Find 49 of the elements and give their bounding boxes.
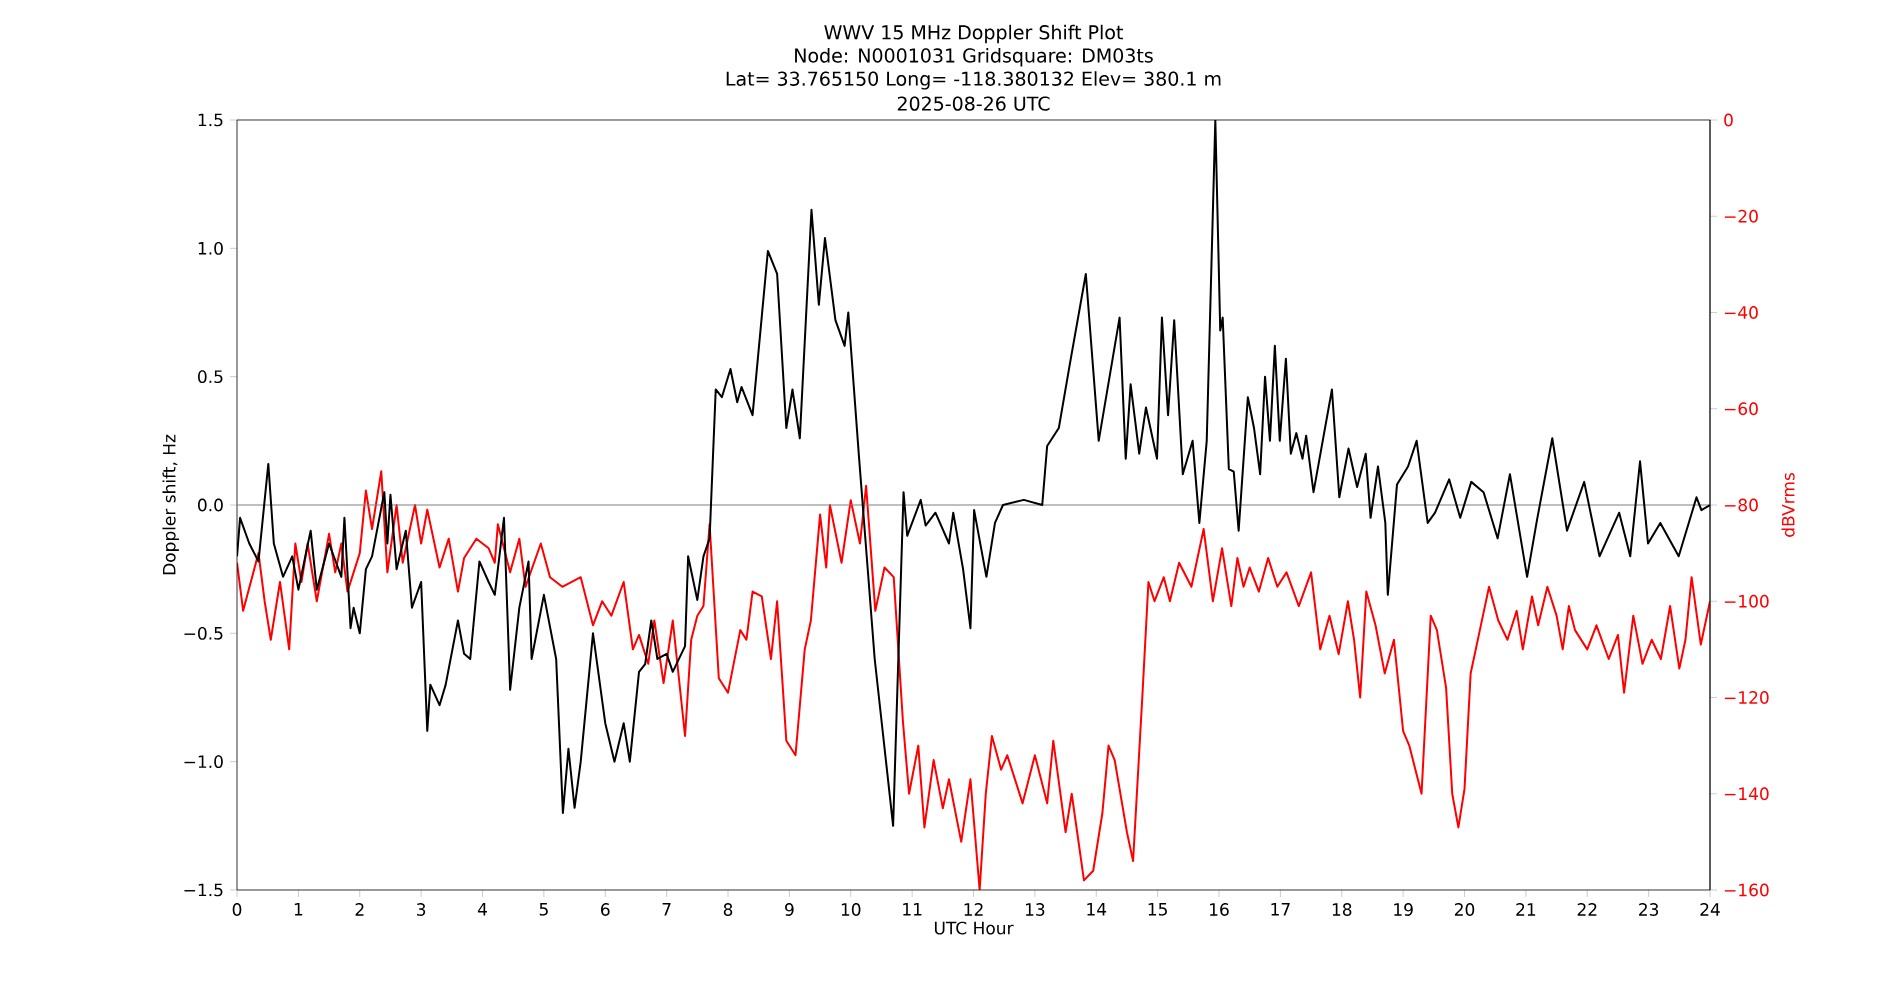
y-tick-label: 0.0: [198, 498, 223, 512]
x-tick-label: 6: [601, 903, 610, 916]
x-tick-label: 17: [1271, 903, 1290, 916]
y-tick-label: 1.0: [198, 241, 223, 255]
x-tick-label: 4: [477, 903, 487, 916]
x-tick-label: 16: [1210, 903, 1229, 916]
y-tick-label: 1.5: [198, 113, 223, 127]
x-tick-label: 12: [964, 903, 983, 916]
x-tick-label: 13: [1025, 903, 1045, 916]
x-tick-label: 5: [539, 903, 548, 916]
x-tick-label: 24: [1700, 903, 1720, 916]
y2-tick-label: −120: [1724, 691, 1769, 704]
x-tick-label: 3: [417, 903, 426, 916]
y-axis-title: Doppler shift, Hz: [162, 434, 179, 575]
x-tick-label: 2: [355, 903, 364, 916]
x-tick-label: 10: [841, 903, 861, 916]
y2-tick-label: −160: [1724, 883, 1769, 897]
y2-tick-label: −20: [1724, 209, 1758, 223]
x-tick-label: 8: [723, 903, 733, 916]
y2-tick-label: −40: [1724, 306, 1758, 319]
x-tick-label: 14: [1087, 903, 1107, 916]
x-tick-label: 19: [1394, 903, 1413, 916]
y2-tick-label: −60: [1724, 402, 1758, 416]
x-tick-label: 15: [1148, 903, 1167, 916]
x-tick-label: 20: [1454, 903, 1475, 916]
y2-axis-title: dBVrms: [1781, 472, 1795, 537]
x-tick-label: 18: [1332, 903, 1352, 916]
y-tick-label: 0.5: [198, 370, 223, 384]
x-tick-label: 1: [294, 903, 303, 916]
y-tick-label: −1.5: [184, 883, 223, 897]
x-tick-label: 11: [903, 903, 922, 916]
y2-tick-label: −80: [1724, 498, 1758, 512]
y-tick-label: −0.5: [184, 626, 223, 640]
chart-title: WWV 15 MHz Doppler Shift Plot: [824, 24, 1123, 44]
text: Lat= 33.765150 Long= -118.380132 Elev= 380.1 m: [726, 71, 1221, 90]
x-tick-label: 0: [232, 903, 242, 916]
x-tick-label: 9: [785, 903, 794, 916]
x-axis-title: UTC Hour: [934, 921, 1014, 935]
y2-tick-label: 0: [1724, 113, 1733, 127]
line-series: [237, 470, 1711, 890]
text: 2025-08-26 UTC: [897, 96, 1050, 111]
y2-tick-label: −100: [1724, 594, 1769, 608]
x-tick-label: 7: [662, 903, 671, 916]
chart-subtitle: Node: N0001031 Gridsquare: DM03ts: [795, 48, 1153, 67]
x-tick-label: 22: [1577, 903, 1597, 916]
x-tick-label: 21: [1516, 903, 1536, 916]
y-tick-label: −1.0: [184, 755, 223, 769]
x-tick-label: 23: [1639, 903, 1659, 916]
y2-tick-label: −140: [1724, 787, 1769, 801]
